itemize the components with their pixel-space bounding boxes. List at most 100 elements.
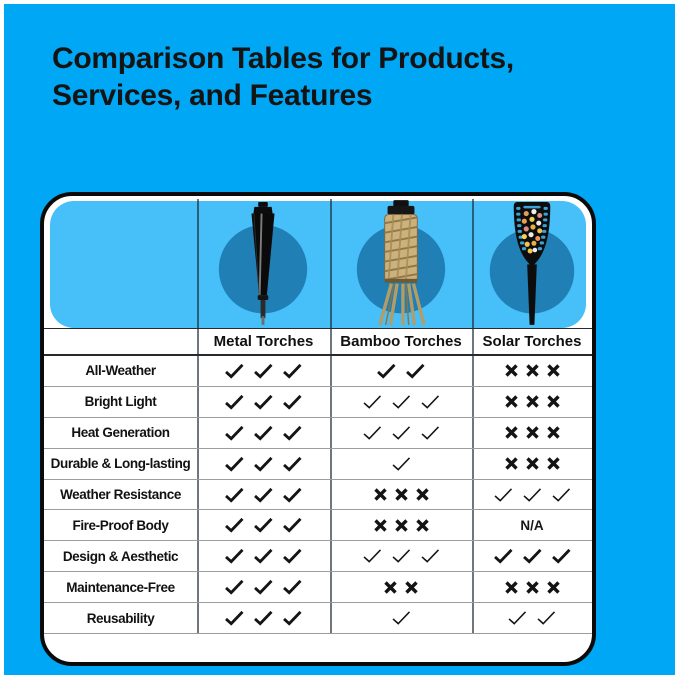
table-row: Weather Resistance (44, 480, 592, 511)
cross-icon (504, 395, 518, 409)
cell-marks (504, 395, 560, 409)
cell-marks (224, 548, 303, 564)
page-title-line1: Comparison Tables for Products, (52, 42, 514, 75)
cross-icon (405, 580, 418, 594)
cross-icon (546, 457, 560, 470)
cross-icon (394, 519, 408, 532)
cross-icon (384, 580, 397, 594)
check-icon (283, 487, 302, 503)
check-icon (283, 610, 302, 626)
cell-marks (224, 425, 303, 441)
column-divider (472, 199, 474, 634)
cross-icon (546, 426, 560, 439)
table-cell (330, 603, 472, 633)
row-label: Bright Light (84, 394, 157, 410)
column-divider (330, 199, 332, 634)
table-rows: All-Weather Bright Light Heat Generation Du… (44, 356, 592, 635)
cell-marks (224, 363, 303, 379)
cell-marks (504, 580, 560, 594)
cross-icon (415, 488, 429, 501)
check-icon (254, 363, 273, 379)
check-icon (551, 549, 571, 564)
table-cell (472, 480, 592, 510)
cross-icon (373, 519, 387, 532)
check-icon (406, 363, 425, 379)
table-cell (472, 449, 592, 479)
cell-marks (384, 580, 418, 594)
cross-icon (415, 519, 429, 532)
table-cell (330, 510, 472, 540)
cell-marks (493, 487, 572, 503)
page-title: Comparison Tables for Products, Services… (52, 40, 514, 114)
check-icon (508, 611, 527, 625)
cell-marks (373, 519, 429, 532)
check-icon (225, 425, 244, 441)
check-icon (283, 425, 302, 441)
metal-torch-icon (218, 202, 308, 325)
check-icon (254, 610, 273, 626)
column-header-metal: Metal Torches (213, 333, 314, 350)
table-cell (330, 418, 472, 448)
solar-torch-image (484, 199, 580, 326)
check-icon (283, 394, 302, 410)
cross-icon (546, 580, 560, 594)
table-cell (330, 572, 472, 602)
check-icon (362, 549, 381, 564)
cross-icon (525, 580, 539, 594)
table-cell (330, 356, 472, 386)
check-icon (225, 518, 244, 534)
cross-icon (504, 426, 518, 439)
table-cell (330, 541, 472, 571)
check-icon (225, 580, 244, 595)
cell-marks (224, 487, 303, 503)
check-icon (254, 580, 273, 595)
cell-marks (507, 610, 557, 626)
table-row: Fire-Proof Body N/A (44, 510, 592, 542)
table-cell (197, 510, 330, 540)
check-icon (522, 487, 541, 502)
cell-marks (504, 426, 560, 439)
cell-marks (224, 610, 303, 626)
page-title-line2: Services, and Features (52, 79, 373, 112)
check-icon (283, 363, 302, 379)
table-cell (330, 449, 472, 479)
table-cell (472, 603, 592, 633)
check-icon (254, 549, 273, 564)
cross-icon (373, 488, 387, 501)
check-icon (225, 394, 244, 410)
table-cell (472, 387, 592, 417)
table-cell (330, 387, 472, 417)
row-label: Fire-Proof Body (72, 517, 169, 533)
table-cell (197, 480, 330, 510)
table-cell (197, 541, 330, 571)
table-row: Heat Generation (44, 418, 592, 449)
cross-icon (525, 457, 539, 470)
row-label: Weather Resistance (60, 487, 181, 502)
table-row: Design & Aesthetic (44, 541, 592, 573)
check-icon (420, 426, 439, 440)
check-icon (225, 610, 244, 626)
table-row: Maintenance-Free (44, 572, 592, 604)
check-icon (493, 549, 513, 564)
table-cell (197, 387, 330, 417)
table-cell (197, 418, 330, 448)
check-icon (391, 395, 410, 409)
table-cell (472, 572, 592, 602)
table-cell (197, 572, 330, 602)
check-icon (391, 456, 410, 471)
cell-marks (224, 456, 303, 472)
cross-icon (504, 580, 518, 594)
cross-icon (504, 457, 518, 470)
row-label: Heat Generation (71, 425, 170, 441)
check-icon (254, 394, 273, 410)
column-header-bamboo: Bamboo Torches (340, 333, 462, 350)
check-icon (283, 580, 302, 595)
comparison-table: Metal Torches Bamboo Torches Solar Torch… (44, 196, 592, 662)
check-icon (225, 549, 244, 564)
table-cell (472, 418, 592, 448)
check-icon (362, 395, 381, 409)
table-cell: N/A (472, 510, 592, 540)
cross-icon (546, 364, 560, 378)
cell-marks (493, 548, 572, 564)
cross-icon (525, 395, 539, 409)
